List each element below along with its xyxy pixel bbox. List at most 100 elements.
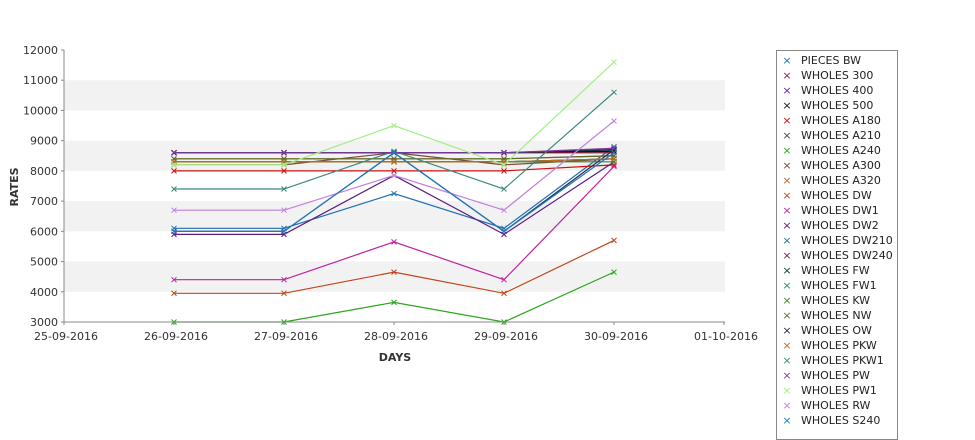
legend-marker: × — [782, 69, 792, 82]
legend-marker: × — [782, 324, 792, 337]
data-point — [171, 161, 177, 168]
data-point — [391, 239, 397, 245]
y-tick-label: 3000 — [30, 316, 58, 329]
y-tick-label: 8000 — [30, 165, 58, 178]
legend-label: WHOLES FW — [801, 264, 870, 277]
y-tick-label: 5000 — [30, 256, 58, 269]
legend-marker: × — [782, 204, 792, 217]
legend-label: WHOLES DW2 — [801, 219, 879, 232]
legend-item: × WHOLES A320 — [777, 173, 897, 188]
legend-marker: × — [782, 354, 792, 367]
data-point — [171, 228, 177, 235]
data-point — [501, 276, 507, 283]
legend-item: × WHOLES DW1 — [777, 203, 897, 218]
legend-label: WHOLES A180 — [801, 114, 881, 127]
data-point — [391, 299, 397, 306]
grid-bands — [64, 80, 725, 292]
legend: × PIECES BW × WHOLES 300 × WHOLES 400 × WHOLES … — [776, 50, 898, 440]
y-tick-label: 4000 — [30, 286, 58, 299]
legend-label: WHOLES S240 — [801, 414, 881, 427]
legend-marker: × — [782, 414, 792, 427]
legend-label: WHOLES PKW1 — [801, 354, 884, 367]
legend-item: × WHOLES A240 — [777, 143, 897, 158]
data-point — [501, 149, 507, 156]
legend-item: × WHOLES A300 — [777, 158, 897, 173]
data-point — [281, 228, 287, 235]
legend-label: WHOLES 500 — [801, 99, 874, 112]
data-point — [281, 207, 287, 214]
y-tick-label: 9000 — [30, 135, 58, 148]
data-point — [611, 237, 617, 244]
legend-label: WHOLES OW — [801, 324, 872, 337]
data-point — [501, 186, 507, 192]
axes — [61, 49, 725, 325]
y-tick-label: 11000 — [23, 74, 58, 87]
legend-marker: × — [782, 264, 792, 277]
data-point — [611, 145, 617, 152]
series-wholes-pw1 — [171, 59, 617, 168]
legend-label: WHOLES KW — [801, 294, 871, 307]
legend-item: × WHOLES A210 — [777, 128, 897, 143]
legend-label: WHOLES PW — [801, 369, 870, 382]
legend-item: × WHOLES DW2 — [777, 218, 897, 233]
legend-item: × WHOLES 500 — [777, 98, 897, 113]
data-point — [171, 186, 177, 192]
data-point — [501, 290, 507, 297]
legend-marker: × — [782, 399, 792, 412]
legend-marker: × — [782, 54, 792, 67]
grid-band — [64, 261, 725, 292]
legend-item: × WHOLES DW240 — [777, 248, 897, 263]
data-point — [171, 149, 177, 156]
legend-item: × WHOLES S240 — [777, 413, 897, 428]
legend-marker: × — [782, 129, 792, 142]
x-tick-label: 25-09-2016 — [34, 330, 98, 343]
data-point — [391, 149, 397, 156]
legend-marker: × — [782, 384, 792, 397]
legend-marker: × — [782, 144, 792, 157]
legend-label: WHOLES 300 — [801, 69, 874, 82]
x-axis-label: DAYS — [379, 351, 412, 364]
data-point — [281, 168, 287, 174]
legend-marker: × — [782, 309, 792, 322]
legend-label: WHOLES DW1 — [801, 204, 879, 217]
data-point — [391, 190, 397, 197]
line-chart: 3000 4000 5000 6000 7000 8000 9000 10000 11000 12… — [8, 44, 758, 364]
legend-label: WHOLES 400 — [801, 84, 874, 97]
data-point — [611, 163, 617, 170]
legend-label: WHOLES DW — [801, 189, 872, 202]
data-point — [171, 276, 177, 283]
data-point — [281, 149, 287, 156]
legend-label: WHOLES RW — [801, 399, 871, 412]
grid-band — [64, 80, 725, 111]
legend-item: × WHOLES DW — [777, 188, 897, 203]
legend-marker: × — [782, 279, 792, 292]
series-wholes-a180 — [171, 161, 617, 174]
y-tick-label: 6000 — [30, 225, 58, 238]
legend-item: × WHOLES PKW1 — [777, 353, 897, 368]
legend-item: × WHOLES PKW — [777, 338, 897, 353]
legend-item: × PIECES BW — [777, 53, 897, 68]
legend-marker: × — [782, 159, 792, 172]
legend-item: × WHOLES NW — [777, 308, 897, 323]
data-point — [501, 207, 507, 214]
y-tick-label: 10000 — [23, 104, 58, 117]
data-point — [391, 168, 397, 174]
x-tick-label: 30-09-2016 — [584, 330, 648, 343]
grid-band — [64, 140, 725, 171]
y-tick-label: 7000 — [30, 195, 58, 208]
legend-label: WHOLES DW240 — [801, 249, 893, 262]
legend-label: WHOLES A300 — [801, 159, 881, 172]
chart-area: 3000 4000 5000 6000 7000 8000 9000 10000 11000 12… — [8, 44, 898, 440]
legend-label: WHOLES PW1 — [801, 384, 877, 397]
series-wholes-s240 — [171, 149, 617, 235]
legend-item: × WHOLES KW — [777, 293, 897, 308]
legend-item: × WHOLES FW — [777, 263, 897, 278]
data-point — [611, 89, 617, 96]
data-point — [611, 269, 617, 275]
legend-item: × WHOLES PW1 — [777, 383, 897, 398]
legend-marker: × — [782, 339, 792, 352]
legend-marker: × — [782, 114, 792, 127]
legend-item: × WHOLES OW — [777, 323, 897, 338]
legend-marker: × — [782, 174, 792, 187]
series-lines — [171, 59, 617, 325]
